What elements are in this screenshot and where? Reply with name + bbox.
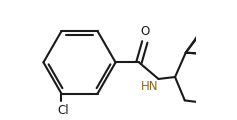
Text: O: O [140,25,150,38]
Text: Cl: Cl [58,104,69,117]
Text: HN: HN [140,80,158,93]
